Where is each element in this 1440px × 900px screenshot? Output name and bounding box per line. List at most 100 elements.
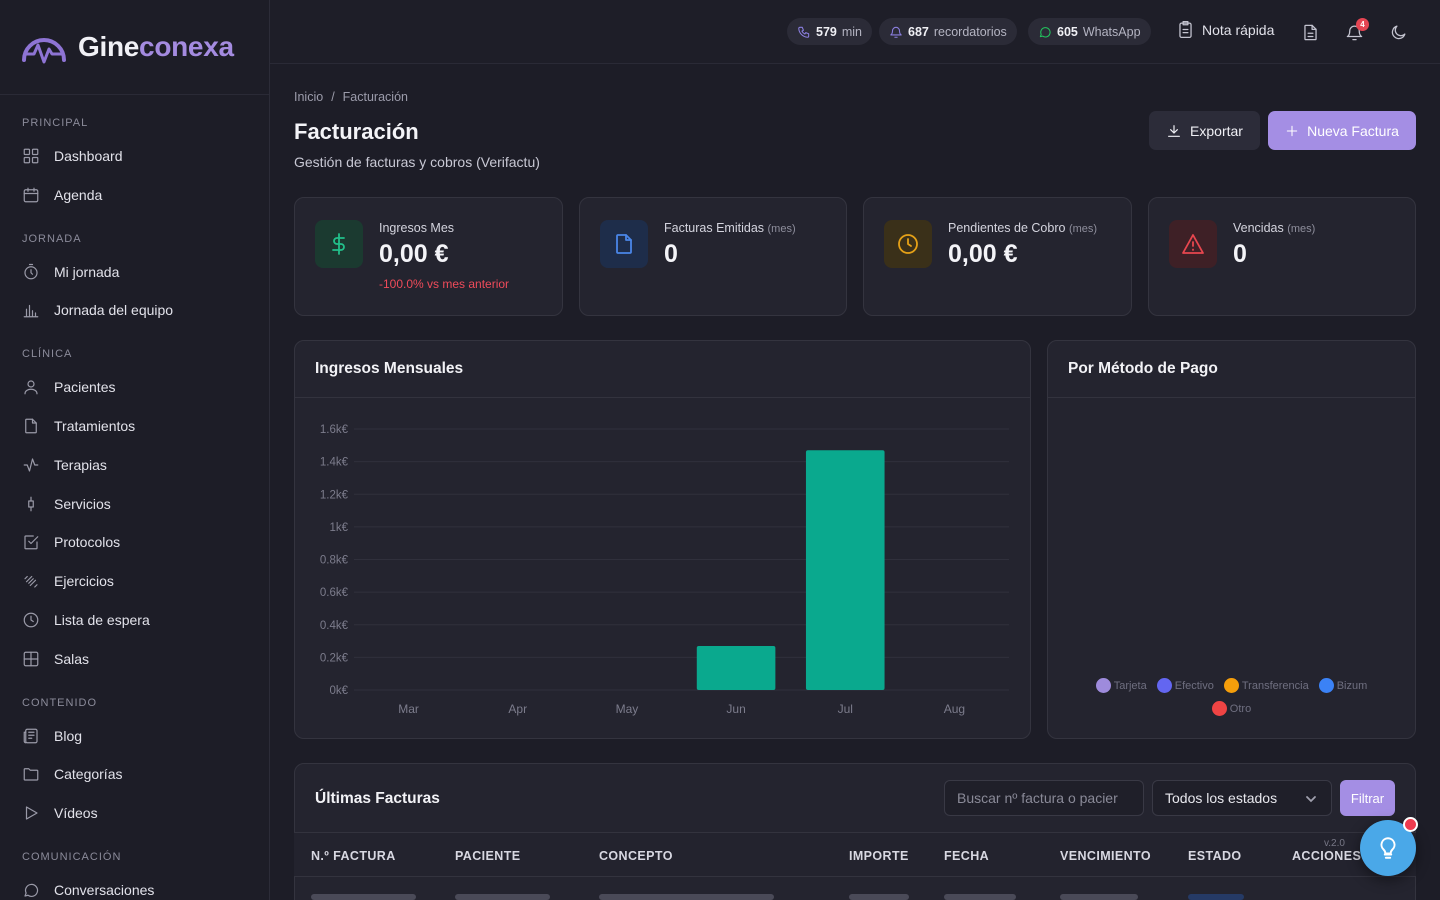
- nav-section-clinica: CLÍNICA: [22, 348, 73, 360]
- document-button[interactable]: [1299, 21, 1321, 43]
- brand-name: Gineconexa: [78, 31, 234, 62]
- column-header-acciones[interactable]: ACCIONES: [1292, 849, 1362, 863]
- table-row[interactable]: [294, 878, 1416, 900]
- bar-chart-icon: [22, 301, 40, 319]
- syringe-icon: [22, 495, 40, 513]
- stat-value: 0,00 €: [379, 240, 449, 268]
- stat-card-overdue: Vencidas (mes) 0: [1148, 197, 1416, 316]
- bar-jul: [805, 450, 885, 690]
- revenue-bar-chart: 0k€ 0.2k€ 0.4k€ 0.6k€ 0.8k€ 1k€ 1.2k€ 1.4k€ 1.6k…: [320, 424, 1009, 716]
- sidebar-item-dashboard[interactable]: Dashboard: [22, 145, 123, 167]
- brand-logo[interactable]: Gineconexa: [0, 0, 269, 95]
- newspaper-icon: [22, 727, 40, 745]
- y-tick-label: 1.2k€: [320, 489, 349, 501]
- warning-icon: [1169, 220, 1217, 268]
- y-tick-label: 0k€: [329, 685, 348, 697]
- sidebar-item-agenda[interactable]: Agenda: [22, 184, 102, 206]
- minutes-counter[interactable]: 579 min: [787, 18, 873, 45]
- sidebar-item-jornada-equipo[interactable]: Jornada del equipo: [22, 299, 173, 321]
- y-tick-label: 0.8k€: [320, 555, 349, 567]
- grid-icon: [22, 650, 40, 668]
- y-tick-label: 0.6k€: [320, 587, 349, 599]
- sidebar-item-label: Conversaciones: [54, 882, 155, 898]
- whatsapp-counter[interactable]: 605 WhatsApp: [1028, 18, 1151, 45]
- file-icon: [22, 417, 40, 435]
- nav-section-principal: PRINCIPAL: [22, 117, 89, 129]
- theme-toggle[interactable]: [1387, 21, 1409, 43]
- revenue-chart-panel: Ingresos Mensuales 0k€ 0.2k€ 0.4k€ 0.6k€ 0.8…: [294, 340, 1031, 739]
- stat-trend: -100.0% vs mes anterior: [379, 277, 510, 291]
- column-header-paciente[interactable]: PACIENTE: [455, 849, 521, 863]
- clipboard-icon: [1179, 20, 1192, 39]
- help-notification-dot: [1403, 817, 1418, 832]
- panel-title: Últimas Facturas: [315, 789, 440, 807]
- stat-label: Pendientes de Cobro (mes): [948, 221, 1098, 235]
- sidebar-item-blog[interactable]: Blog: [22, 725, 82, 747]
- sidebar-item-lista-espera[interactable]: Lista de espera: [22, 609, 150, 631]
- column-header-concepto[interactable]: CONCEPTO: [599, 849, 673, 863]
- column-header-estado[interactable]: ESTADO: [1188, 849, 1242, 863]
- pulse-logo-icon: [22, 38, 66, 64]
- sidebar-item-protocolos[interactable]: Protocolos: [22, 531, 120, 553]
- document-icon: [1303, 24, 1317, 40]
- legend-item-efectivo[interactable]: Efectivo: [1156, 678, 1214, 693]
- y-tick-label: 0.4k€: [320, 620, 349, 632]
- legend-item-bizum[interactable]: Bizum: [1318, 678, 1367, 693]
- sidebar-item-label: Ejercicios: [54, 573, 114, 589]
- bell-icon: [1346, 25, 1362, 40]
- legend-item-tarjeta[interactable]: Tarjeta: [1095, 678, 1147, 693]
- invoice-search-input[interactable]: [944, 780, 1144, 816]
- page-subtitle: Gestión de facturas y cobros (Verifactu): [294, 154, 540, 170]
- sidebar-item-label: Terapias: [54, 457, 107, 473]
- sidebar-item-label: Mi jornada: [54, 264, 120, 280]
- x-tick-label: Jun: [726, 702, 745, 716]
- panel-title: Por Método de Pago: [1048, 341, 1415, 398]
- version-label: v.2.0: [1324, 838, 1345, 849]
- sidebar-item-label: Lista de espera: [54, 612, 150, 628]
- sidebar-item-label: Blog: [54, 728, 83, 744]
- payment-method-panel: Por Método de Pago Tarjeta Efectivo Tran…: [1047, 340, 1416, 739]
- sidebar-item-terapias[interactable]: Terapias: [22, 454, 107, 476]
- sidebar-item-pacientes[interactable]: Pacientes: [22, 376, 115, 398]
- x-tick-label: Mar: [398, 702, 419, 716]
- folder-icon: [22, 765, 40, 783]
- lightbulb-icon: [1380, 837, 1396, 859]
- quick-note-button[interactable]: Nota rápida: [1176, 20, 1274, 39]
- legend-item-transferencia[interactable]: Transferencia: [1223, 678, 1309, 693]
- stat-value: 0: [1233, 240, 1247, 268]
- legend-item-otro[interactable]: Otro: [1211, 701, 1251, 716]
- notifications-button[interactable]: 4: [1343, 18, 1369, 43]
- download-icon: [1168, 124, 1180, 137]
- dollar-icon: [315, 220, 363, 268]
- chat-icon: [22, 881, 40, 899]
- sidebar-item-tratamientos[interactable]: Tratamientos: [22, 415, 135, 437]
- stat-label: Vencidas (mes): [1233, 221, 1316, 235]
- bell-icon: [890, 26, 902, 38]
- new-invoice-button[interactable]: Nueva Factura: [1268, 111, 1416, 150]
- column-header-fecha[interactable]: FECHA: [944, 849, 990, 863]
- sidebar-item-ejercicios[interactable]: Ejercicios: [22, 570, 114, 592]
- sidebar: Gineconexa PRINCIPAL Dashboard Agenda JO…: [0, 0, 270, 900]
- filter-button[interactable]: Filtrar: [1340, 780, 1395, 816]
- breadcrumb-home[interactable]: Inicio: [294, 90, 324, 104]
- y-tick-label: 1.4k€: [320, 457, 349, 469]
- column-header-importe[interactable]: IMPORTE: [849, 849, 909, 863]
- export-button[interactable]: Exportar: [1149, 111, 1260, 150]
- dumbbell-icon: [22, 572, 40, 590]
- sidebar-item-servicios[interactable]: Servicios: [22, 493, 111, 515]
- plus-icon: [1286, 125, 1298, 136]
- nav-section-comunicacion: COMUNICACIÓN: [22, 851, 122, 863]
- reminders-counter[interactable]: 687 recordatorios: [879, 18, 1017, 45]
- moon-icon: [1391, 25, 1405, 39]
- sidebar-item-categorias[interactable]: Categorías: [22, 763, 122, 785]
- sidebar-item-videos[interactable]: Vídeos: [22, 802, 98, 824]
- status-filter-select[interactable]: Todos los estados: [1152, 780, 1332, 816]
- x-tick-label: Apr: [508, 702, 527, 716]
- sidebar-item-salas[interactable]: Salas: [22, 648, 89, 670]
- column-header-vencimiento[interactable]: VENCIMIENTO: [1060, 849, 1151, 863]
- sidebar-item-mi-jornada[interactable]: Mi jornada: [22, 261, 119, 283]
- sidebar-item-conversaciones[interactable]: Conversaciones: [22, 879, 154, 900]
- sidebar-item-label: Salas: [54, 651, 90, 667]
- checklist-icon: [22, 533, 40, 551]
- column-header-numero[interactable]: N.º FACTURA: [311, 849, 396, 863]
